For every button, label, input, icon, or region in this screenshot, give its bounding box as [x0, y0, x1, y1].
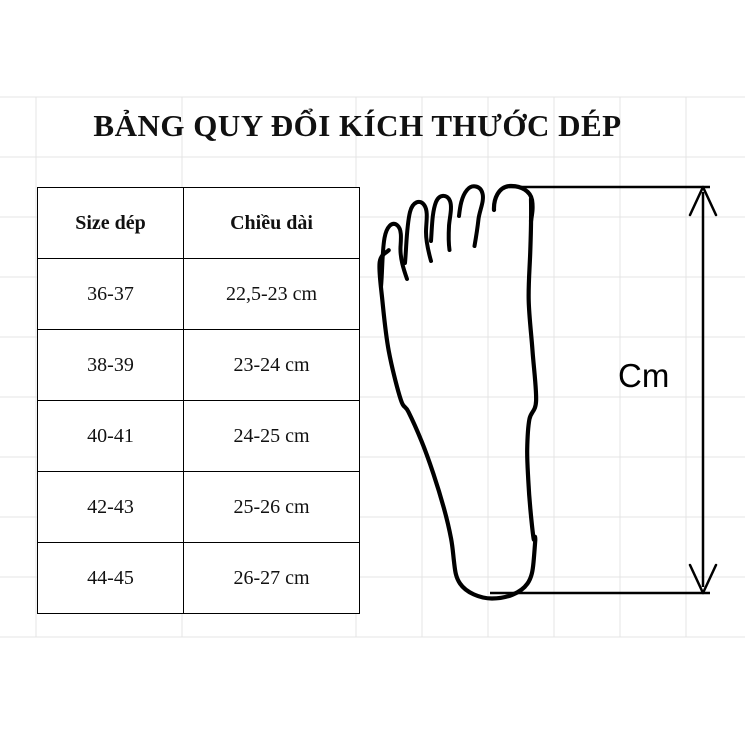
svg-text:Cm: Cm	[618, 357, 669, 394]
